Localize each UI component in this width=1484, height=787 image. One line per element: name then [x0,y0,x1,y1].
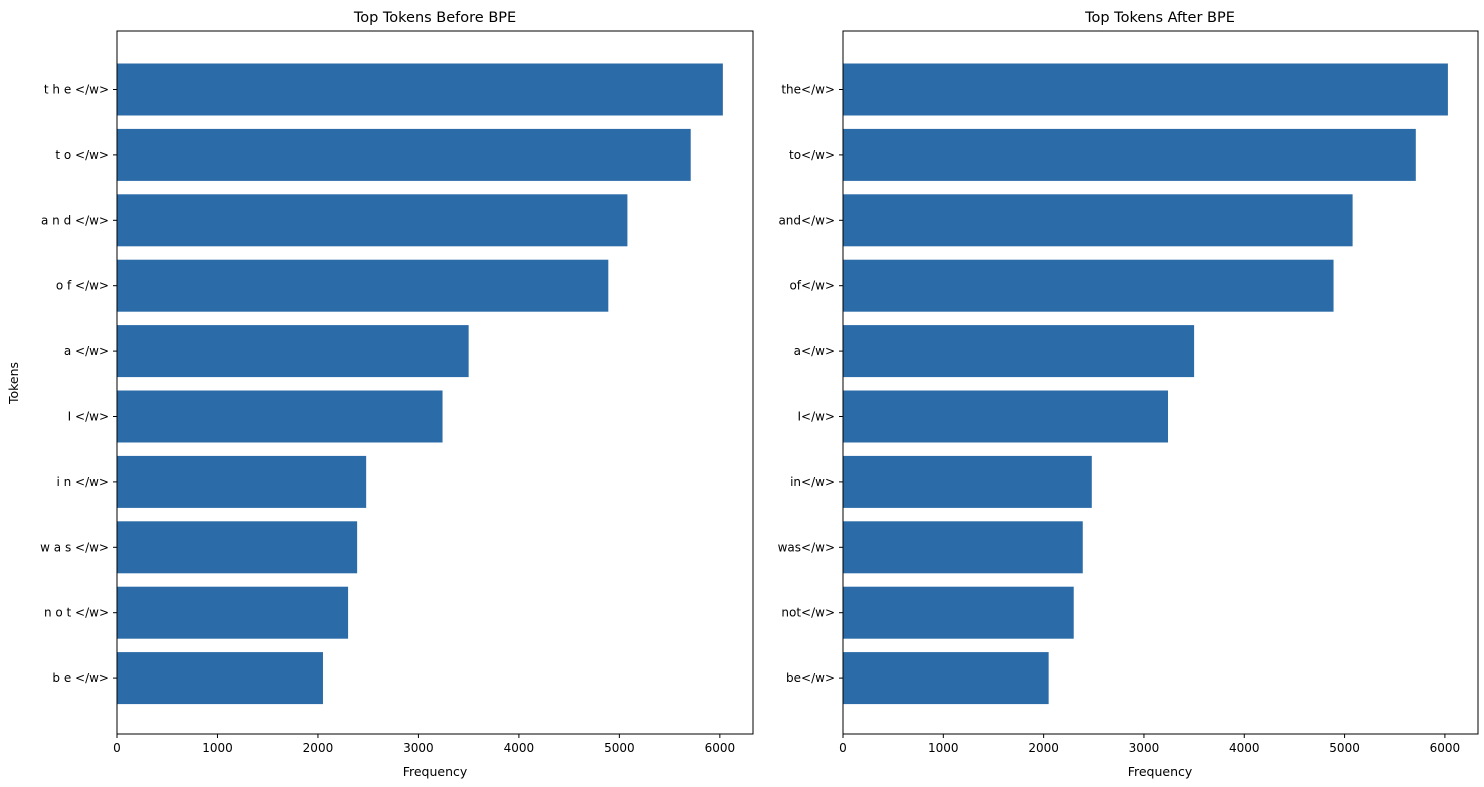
y-tick-label: i n </w> [56,475,109,489]
bar [843,455,1092,508]
y-tick-label: be</w> [786,671,835,685]
y-tick-label: not</w> [781,606,835,620]
x-axis-label: Frequency [1128,764,1193,779]
x-tick-label: 6000 [1430,741,1461,755]
y-tick-label: of</w> [789,279,835,293]
x-tick-label: 5000 [1329,741,1360,755]
bar [843,521,1083,574]
x-tick-label: 2000 [1028,741,1059,755]
plot-frame [842,30,1479,735]
bar [843,586,1074,639]
plot-frame [116,30,754,735]
y-tick-label: a</w> [794,344,835,358]
y-tick-label: w a s </w> [40,540,109,554]
y-tick-group: the</w> to</w> and</w> of</w> a</w> I</w> in</… [778,83,843,685]
x-tick-label: 3000 [1129,741,1160,755]
y-tick-label: was</w> [778,540,835,554]
y-tick-label: I </w> [68,410,109,424]
y-tick-label: a n d </w> [41,213,109,227]
bar [117,194,628,247]
bar [843,128,1416,181]
x-tick-group: 0 1000 2000 3000 4000 5000 6000 [839,734,1460,755]
bar [117,521,358,574]
bar [117,325,469,378]
x-tick-label: 4000 [1229,741,1260,755]
bar [117,63,723,116]
bar [843,652,1049,705]
x-tick-label: 3000 [403,741,434,755]
bar [843,325,1195,378]
y-tick-label: and</w> [778,213,835,227]
x-tick-label: 1000 [928,741,959,755]
bar [843,390,1169,443]
bar [843,259,1334,312]
x-tick-label: 5000 [604,741,635,755]
bar [117,128,691,181]
y-tick-label: the</w> [781,83,835,97]
x-tick-label: 4000 [504,741,535,755]
chart-panel-after-bpe: Top Tokens After BPE the</w> to</w> and</w… [778,10,1479,779]
y-tick-label: in</w> [790,475,835,489]
y-tick-label: I</w> [797,410,835,424]
x-tick-label: 2000 [303,741,334,755]
bar [117,652,323,705]
chart-title: Top Tokens Before BPE [353,10,516,26]
chart-panel-before-bpe: Top Tokens Before BPE t h e </w> t o </w>… [6,10,754,779]
x-tick-label: 1000 [202,741,233,755]
y-tick-label: o f </w> [56,279,109,293]
bar [843,194,1353,247]
y-tick-label: t h e </w> [44,83,109,97]
bar [117,259,609,312]
y-tick-label: to</w> [789,148,835,162]
x-axis-label: Frequency [403,764,468,779]
x-tick-label: 0 [839,741,847,755]
chart-title: Top Tokens After BPE [1084,10,1235,26]
bar-group [843,63,1448,705]
bar [117,586,349,639]
y-tick-group: t h e </w> t o </w> a n d </w> o f </w> a </… [40,83,117,685]
bar-group [117,63,723,705]
bar [843,63,1448,116]
x-tick-group: 0 1000 2000 3000 4000 5000 6000 [113,734,735,755]
x-tick-label: 0 [113,741,121,755]
y-tick-label: a </w> [64,344,109,358]
y-tick-label: t o </w> [55,148,109,162]
x-tick-label: 6000 [705,741,736,755]
y-tick-label: b e </w> [52,671,109,685]
y-tick-label: n o t </w> [44,606,109,620]
bar [117,390,443,443]
bar [117,455,367,508]
y-axis-label: Tokens [6,362,21,405]
